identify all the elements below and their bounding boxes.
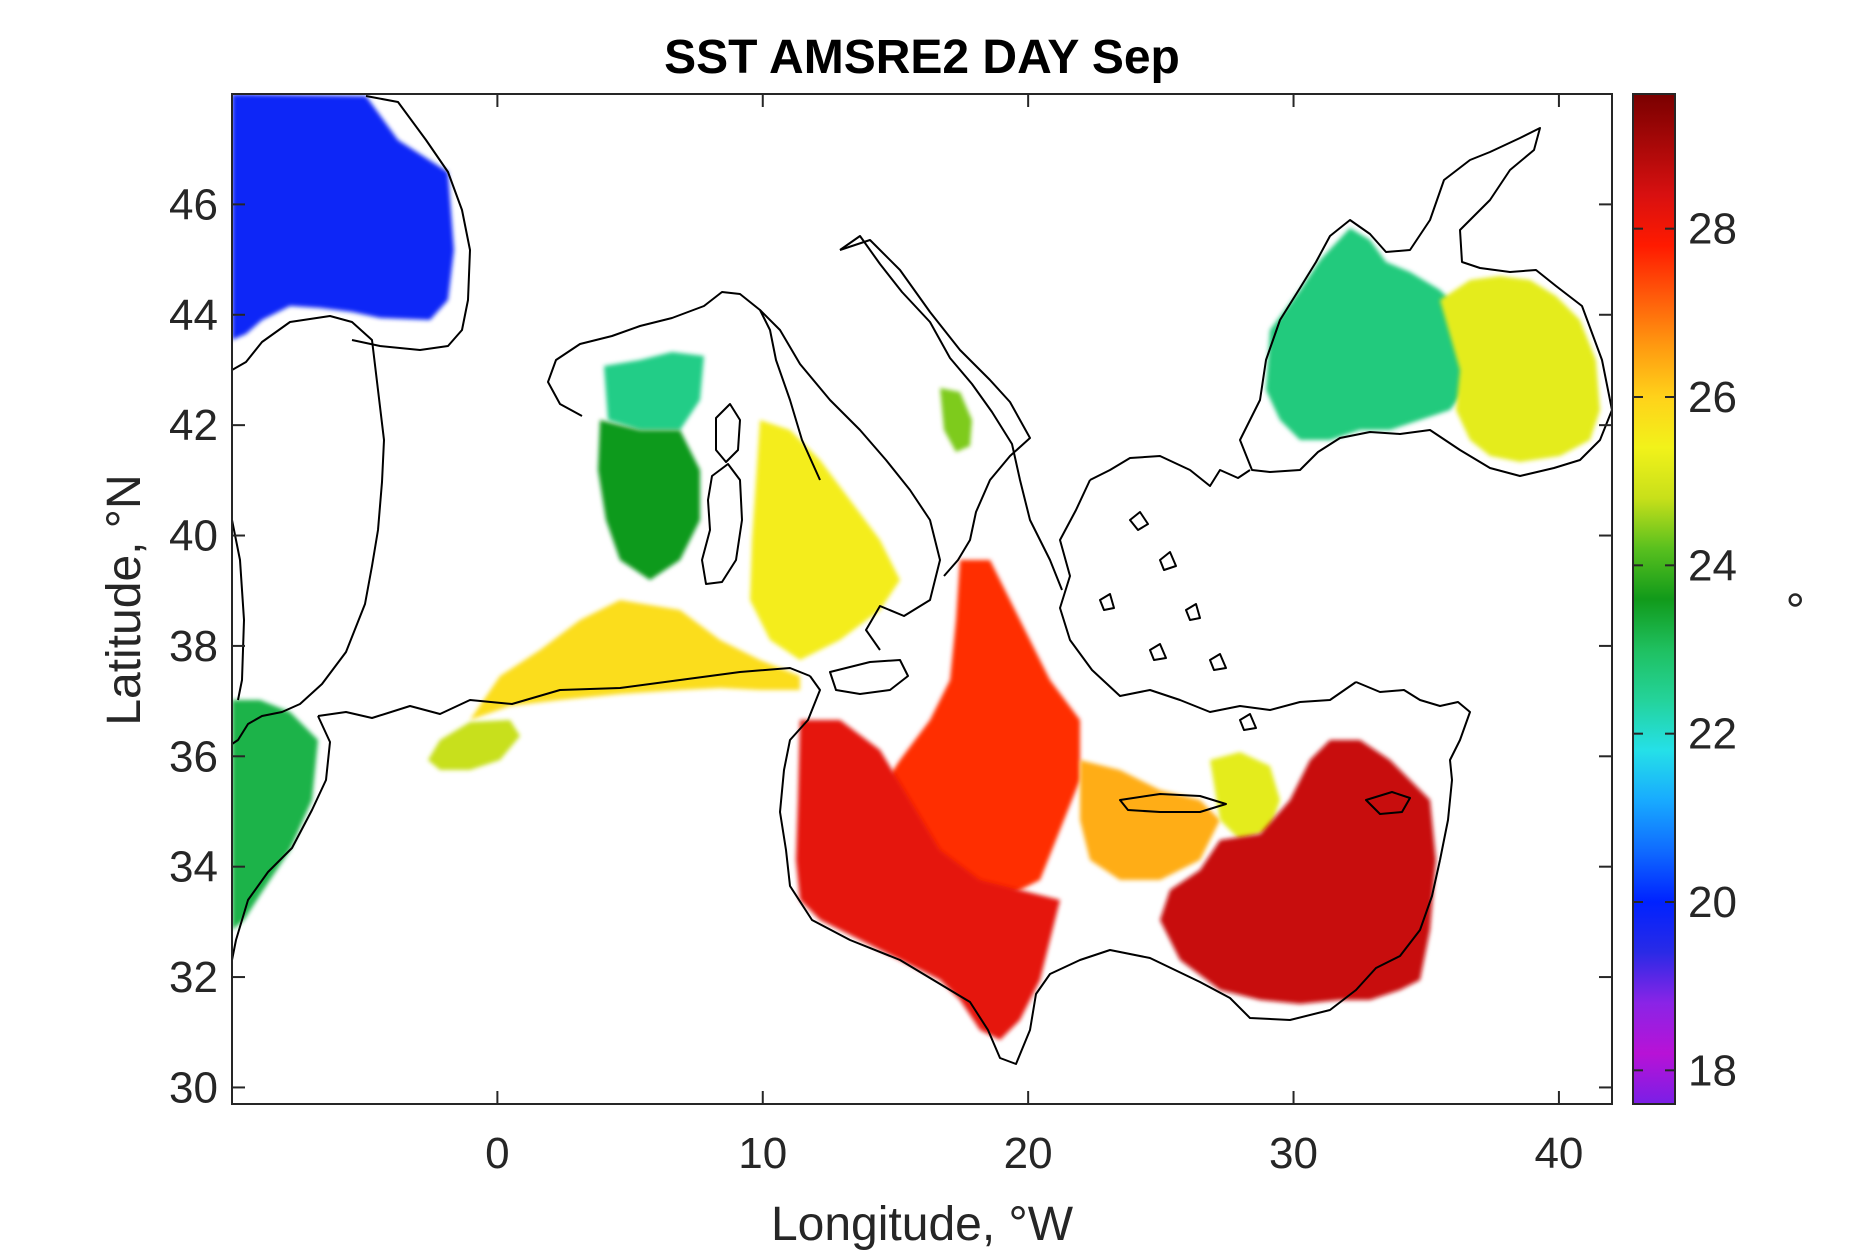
chart-title: SST AMSRE2 DAY Sep bbox=[664, 31, 1180, 84]
sst-region-algerian-basin bbox=[470, 600, 800, 720]
sst-region-bay-of-biscay bbox=[232, 94, 454, 340]
coastline-cyprus bbox=[1365, 791, 1411, 815]
axes-frame bbox=[231, 93, 1613, 1105]
coastline-aegean-islands bbox=[1099, 511, 1257, 731]
plot-area: 0 10 20 30 40 30 32 34 36 38 40 42 44 46 bbox=[169, 93, 1613, 1178]
sst-region-gulf-of-lion bbox=[604, 352, 704, 430]
colorbar: 18 20 22 24 26 28 ° bbox=[1632, 93, 1810, 1105]
coastline-portugal bbox=[232, 519, 245, 701]
y-tick-label: 44 bbox=[169, 291, 218, 340]
coastline-france-south bbox=[547, 291, 821, 481]
colorbar-tick-label: 18 bbox=[1688, 1046, 1737, 1095]
x-axis-label: Longitude, °W bbox=[771, 1198, 1074, 1250]
x-tick-label: 10 bbox=[738, 1129, 787, 1178]
y-tick-label: 34 bbox=[169, 843, 218, 892]
coastline-sicily bbox=[829, 659, 909, 695]
sst-region-black-sea-west bbox=[1266, 228, 1470, 440]
y-tick-label: 38 bbox=[169, 622, 218, 671]
coastline-biscay bbox=[351, 95, 471, 351]
colorbar-tick-label: 28 bbox=[1688, 205, 1737, 254]
sst-region-gulf-of-cadiz bbox=[232, 700, 318, 930]
coastline-black-sea bbox=[1239, 127, 1612, 477]
x-tick-label: 30 bbox=[1269, 1129, 1318, 1178]
y-tick-label: 46 bbox=[169, 180, 218, 229]
coastline-balkans bbox=[839, 235, 1251, 591]
y-axis: 30 32 34 36 38 40 42 44 46 bbox=[169, 180, 1612, 1112]
coastline-crete bbox=[1119, 793, 1227, 813]
y-tick-label: 36 bbox=[169, 732, 218, 781]
coastline-tunisia-libya bbox=[779, 675, 1441, 1065]
colorbar-label: ° bbox=[1757, 590, 1810, 609]
colorbar-ticks: 18 20 22 24 26 28 bbox=[1633, 205, 1737, 1095]
coastline-levant bbox=[1355, 681, 1471, 861]
x-axis: 0 10 20 30 40 bbox=[485, 94, 1583, 1178]
sst-region-central-adriatic bbox=[940, 388, 972, 452]
y-tick-label: 30 bbox=[169, 1063, 218, 1112]
y-tick-label: 40 bbox=[169, 512, 218, 561]
colorbar-tick-label: 26 bbox=[1688, 373, 1737, 422]
sst-region-levantine-basin bbox=[1160, 740, 1436, 1004]
x-tick-label: 20 bbox=[1004, 1129, 1053, 1178]
coastline-corsica bbox=[715, 403, 741, 463]
sst-region-tyrrhenian-sea bbox=[750, 420, 900, 660]
coastline-turkey-south bbox=[1059, 479, 1357, 713]
coastline-italy-east bbox=[839, 239, 1031, 577]
sst-region-ionian-sea bbox=[880, 560, 1080, 900]
coastline-sardinia bbox=[701, 463, 743, 585]
sst-region-libyan-sea bbox=[796, 720, 1060, 1040]
sst-region-south-of-crete bbox=[1080, 760, 1220, 880]
y-axis-label: Latitude, °N bbox=[98, 474, 151, 725]
colorbar-tick-label: 22 bbox=[1688, 710, 1737, 759]
x-tick-label: 0 bbox=[485, 1129, 509, 1178]
colorbar-tick-label: 24 bbox=[1688, 541, 1737, 590]
coastline-morocco-algeria bbox=[232, 667, 811, 961]
y-tick-label: 42 bbox=[169, 401, 218, 450]
coastline-layer bbox=[232, 95, 1612, 1065]
sst-field-layer bbox=[232, 94, 1600, 1040]
coastline-italy-west bbox=[759, 309, 941, 651]
colorbar-gradient bbox=[1632, 93, 1676, 1105]
coastline-iberia-france bbox=[232, 315, 385, 745]
x-tick-label: 40 bbox=[1534, 1129, 1583, 1178]
sst-region-black-sea-east bbox=[1440, 276, 1600, 462]
sst-region-rhodes-gyre bbox=[1210, 752, 1280, 840]
colorbar-tick-label: 20 bbox=[1688, 878, 1737, 927]
sst-region-alboran-sea bbox=[428, 720, 520, 770]
y-tick-label: 32 bbox=[169, 953, 218, 1002]
sst-region-ligurian-sea bbox=[598, 420, 700, 580]
